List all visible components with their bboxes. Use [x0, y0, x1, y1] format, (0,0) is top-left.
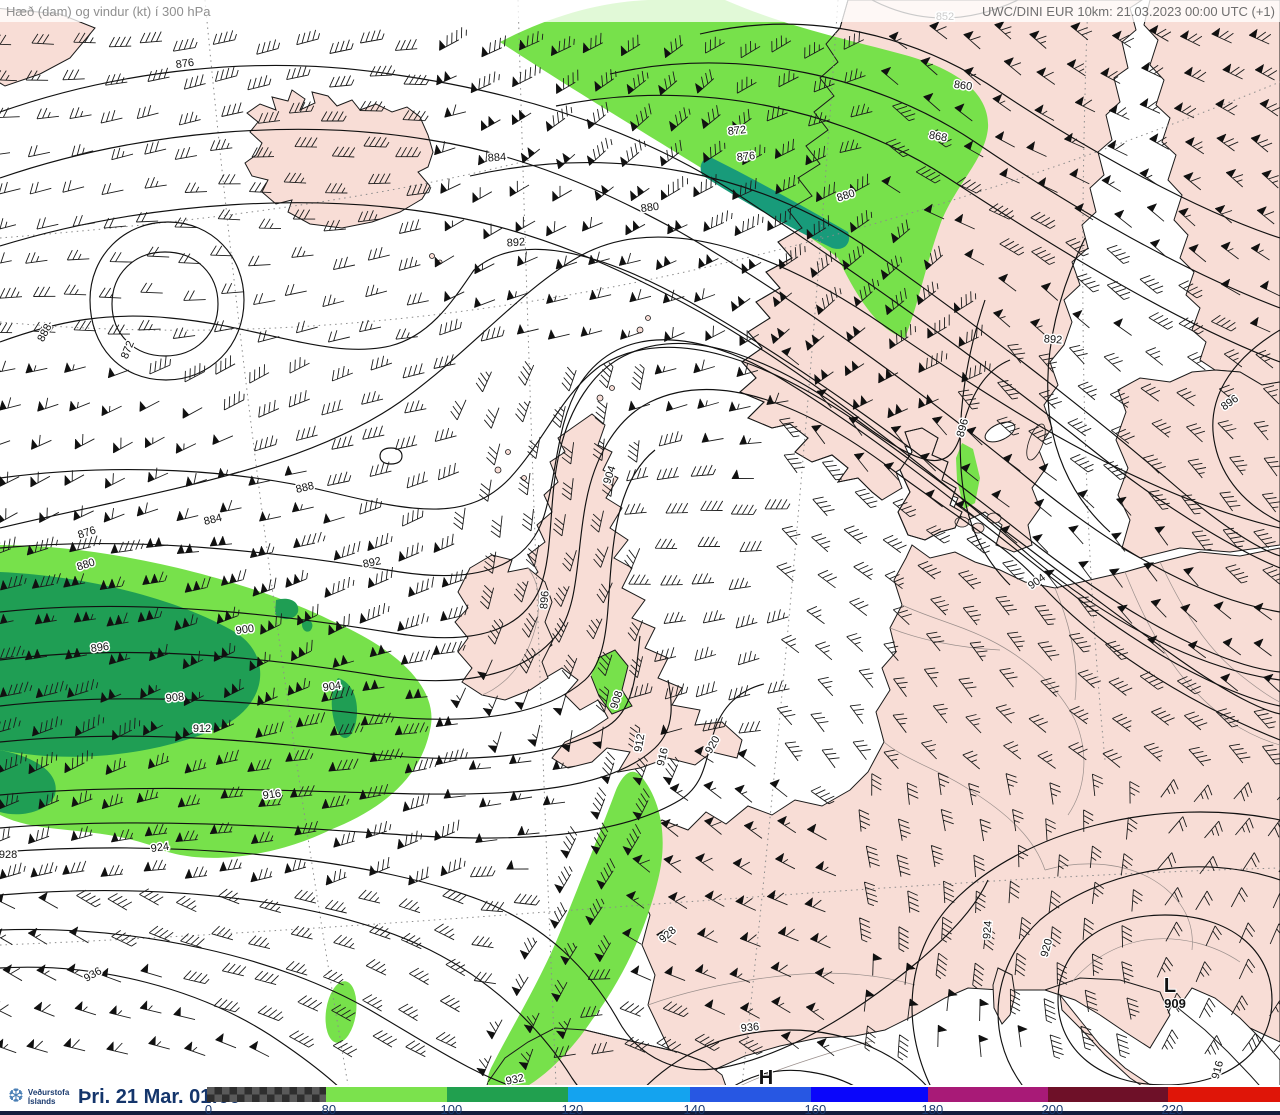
legend-segment	[1168, 1087, 1280, 1102]
legend-tick-label: 100	[440, 1102, 463, 1115]
contour-label: 888	[295, 480, 316, 496]
legend-segment	[690, 1087, 811, 1102]
low-pressure-marker: L	[1164, 975, 1176, 997]
contour-label: 872	[119, 339, 137, 361]
contour-label: 892	[362, 555, 382, 571]
legend-tick-label: 160	[804, 1102, 827, 1115]
contour-label: 928	[0, 849, 17, 861]
contour-label: 896	[538, 590, 552, 609]
wind-speed-legend: 0 80 100 120 140 160 180 200 220	[0, 1085, 1280, 1115]
legend-tick-label: 0	[204, 1102, 213, 1115]
contour-label: 872	[727, 124, 747, 138]
legend-tick-label: 120	[561, 1102, 584, 1115]
contour-label: 912	[632, 733, 647, 753]
snowflake-icon: ❆	[8, 1086, 24, 1107]
legend-segment	[811, 1087, 928, 1102]
contour-label: 916	[1210, 1060, 1226, 1081]
contour-label: 892	[506, 236, 525, 249]
contour-label: 880	[640, 201, 660, 215]
logo-text: Veðurstofa Íslands	[28, 1088, 69, 1106]
logo-line1: Veðurstofa	[27, 1087, 70, 1097]
model-run-info: UWC/DINI EUR 10km: 21.03.2023 00:00 UTC …	[982, 3, 1275, 19]
contour-label: 900	[235, 623, 255, 637]
contour-label: 912	[193, 723, 211, 735]
legend-segment	[928, 1087, 1048, 1102]
contour-label: 860	[953, 79, 973, 93]
contour-label: 876	[76, 524, 97, 541]
contour-label: 884	[203, 512, 224, 528]
map-title: Hæð (dam) og vindur (kt) í 300 hPa	[6, 3, 211, 19]
legend-tick-label: 80	[321, 1102, 337, 1115]
contour-label: 888	[35, 322, 54, 344]
legend-tick-label: 200	[1041, 1102, 1064, 1115]
contour-label: 876	[736, 150, 756, 164]
legend-segment	[1048, 1087, 1168, 1102]
legend-segment	[326, 1087, 447, 1102]
contour-label: 936	[82, 965, 104, 985]
contour-label: 892	[1043, 333, 1062, 346]
footer-bar: ❆ Veðurstofa Íslands Þri. 21 Mar. 01:00 …	[0, 1085, 1280, 1115]
valid-datetime: Þri. 21 Mar. 01:00	[78, 1086, 241, 1108]
contour-label: 904	[322, 680, 342, 694]
contour-label: 884	[487, 151, 506, 164]
wind-barbs-layer	[0, 20, 1280, 1077]
contour-label: 868	[928, 129, 948, 144]
legend-segment	[447, 1087, 568, 1102]
legend-segment	[568, 1087, 690, 1102]
logo-line2: Íslands	[27, 1096, 56, 1106]
contour-label: 896	[90, 641, 110, 655]
contour-label: 916	[262, 788, 282, 802]
legend-tick-label: 180	[921, 1102, 944, 1115]
high-pressure-marker: H	[759, 1067, 773, 1089]
legend-tick-label: 220	[1161, 1102, 1184, 1115]
legend-segment	[207, 1087, 326, 1102]
contour-label: 924	[150, 841, 170, 855]
imo-logo: ❆ Veðurstofa Íslands	[8, 1087, 69, 1106]
low-pressure-value: 909	[1164, 996, 1186, 1011]
contour-label: 876	[175, 57, 195, 71]
legend-tick-label: 140	[683, 1102, 706, 1115]
contour-label: 932	[505, 1072, 525, 1088]
contour-label: 908	[165, 691, 185, 705]
header-bar: Hæð (dam) og vindur (kt) í 300 hPa UWC/D…	[0, 0, 1280, 22]
contour-label: 924	[981, 920, 995, 939]
contour-label: 936	[740, 1021, 760, 1035]
